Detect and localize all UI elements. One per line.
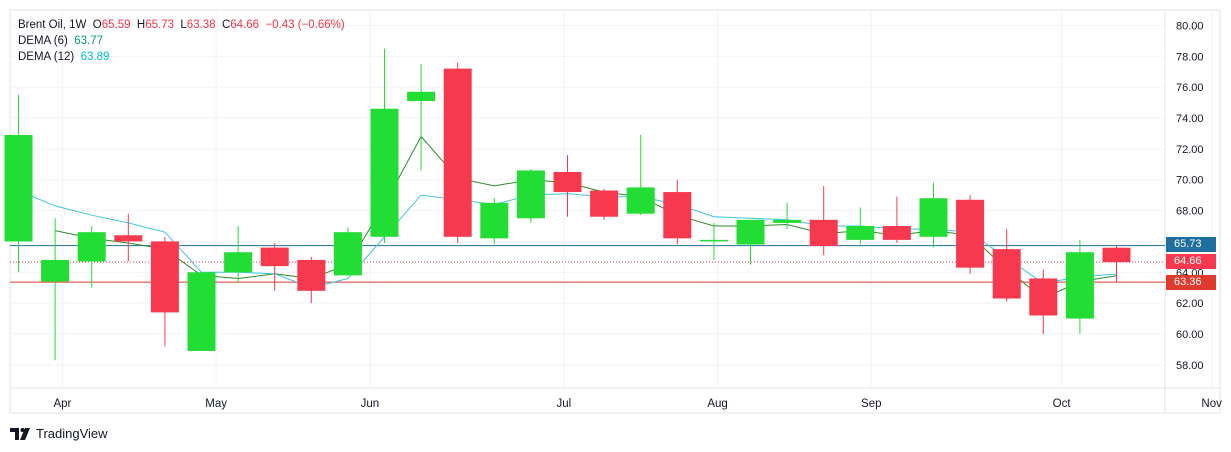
open-value: 65.59: [101, 19, 131, 31]
candle-body: [736, 219, 765, 245]
candle-body: [992, 249, 1021, 299]
x-tick-label: Jun: [361, 398, 380, 410]
candle-body: [590, 190, 619, 217]
low-value: 63.38: [186, 19, 216, 31]
dema6-row: DEMA (6) 63.77: [18, 35, 104, 47]
ohlc-row: Brent Oil, 1W O65.59 H65.73 L63.38 C64.6…: [18, 19, 345, 31]
x-tick-label: Aug: [707, 398, 727, 410]
x-tick-label: Oct: [1053, 398, 1072, 410]
candle-body: [4, 134, 33, 242]
brand-name: TradingView: [36, 426, 108, 441]
candle-body: [150, 241, 179, 313]
candle-body: [333, 232, 362, 276]
x-tick-label: Apr: [53, 398, 71, 410]
low-price-badge: 63.36: [1166, 275, 1216, 290]
candle-body: [407, 91, 436, 102]
dema6-value: 63.77: [74, 35, 104, 47]
high-price-badge: 65.73: [1166, 237, 1216, 252]
candle-body: [956, 199, 985, 268]
candle-body: [553, 172, 582, 193]
candle-body: [370, 108, 399, 237]
candle-body: [114, 235, 143, 242]
candle-body: [480, 202, 509, 239]
y-tick-label: 58.00: [1176, 360, 1204, 372]
candle-body: [846, 226, 875, 240]
y-tick-label: 80.00: [1176, 20, 1204, 32]
candle-body: [443, 68, 472, 237]
x-tick-label: May: [205, 398, 227, 410]
y-tick-label: 68.00: [1176, 206, 1204, 218]
high-value: 65.73: [145, 19, 174, 31]
x-tick-label: Nov: [1201, 398, 1222, 410]
candle-body: [260, 247, 289, 267]
close-value: 64.66: [230, 19, 260, 31]
tradingview-logo-icon: [10, 427, 30, 440]
candle-body: [1102, 247, 1131, 263]
symbol-label: Brent Oil, 1W: [18, 19, 87, 31]
y-tick-label: 72.00: [1176, 144, 1204, 156]
y-tick-label: 74.00: [1176, 113, 1204, 125]
candle-body: [41, 259, 70, 282]
candle-body: [919, 198, 948, 237]
candle-body: [1065, 252, 1094, 319]
close-price-badge: 64.66: [1166, 254, 1216, 269]
y-tick-label: 76.00: [1176, 82, 1204, 94]
candle-body: [773, 219, 802, 223]
candle-body: [699, 239, 728, 242]
change-value: −0.43 (−0.66%): [265, 19, 345, 31]
candle-body: [77, 232, 106, 262]
candle-body: [809, 219, 838, 247]
x-tick-label: Sep: [861, 398, 881, 410]
candle-body: [187, 272, 216, 351]
candle-body: [626, 187, 655, 214]
candle-body: [882, 226, 911, 240]
y-tick-label: 62.00: [1176, 298, 1204, 310]
candle-body: [516, 170, 545, 219]
tradingview-brand[interactable]: TradingView: [10, 426, 108, 441]
candle-body: [1029, 278, 1058, 316]
y-tick-label: 70.00: [1176, 175, 1204, 187]
chart-legend: Brent Oil, 1W O65.59 H65.73 L63.38 C64.6…: [18, 17, 345, 65]
dema12-value: 63.89: [80, 51, 110, 63]
candle-body: [663, 192, 692, 239]
y-tick-label: 78.00: [1176, 51, 1204, 63]
dema12-row: DEMA (12) 63.89: [18, 51, 110, 63]
candle-body: [224, 252, 253, 273]
y-tick-label: 60.00: [1176, 329, 1204, 341]
x-tick-label: Jul: [556, 398, 571, 410]
candle-body: [297, 259, 326, 291]
